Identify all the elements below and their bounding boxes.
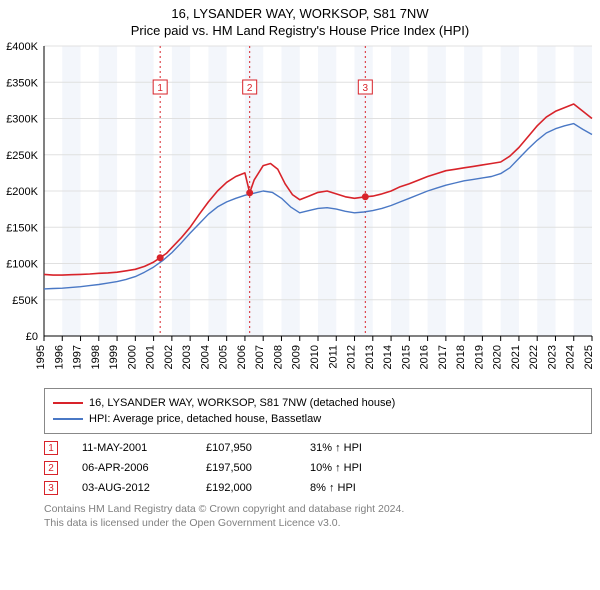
sales-date: 03-AUG-2012 <box>82 482 182 494</box>
sales-row: 1 11-MAY-2001 £107,950 31% ↑ HPI <box>44 438 592 458</box>
x-tick-label: 2021 <box>510 345 522 369</box>
x-tick-label: 1995 <box>35 345 47 369</box>
x-tick-label: 2007 <box>254 345 266 369</box>
sales-date: 06-APR-2006 <box>82 462 182 474</box>
plot-area: £0£50K£100K£150K£200K£250K£300K£350K£400… <box>44 42 592 382</box>
marker-label: 3 <box>363 83 369 94</box>
sales-marker: 1 <box>44 441 58 455</box>
chart-title: 16, LYSANDER WAY, WORKSOP, S81 7NW <box>0 6 600 21</box>
legend-swatch <box>53 418 83 420</box>
x-tick-label: 2014 <box>382 345 394 369</box>
marker-label: 2 <box>247 83 253 94</box>
y-tick-label: £0 <box>26 331 38 343</box>
x-tick-label: 2002 <box>163 345 175 369</box>
x-tick-label: 2025 <box>583 345 595 369</box>
x-tick-label: 1998 <box>90 345 102 369</box>
x-tick-label: 2008 <box>272 345 284 369</box>
sales-price: £197,500 <box>206 462 286 474</box>
x-tick-label: 2013 <box>364 345 376 369</box>
x-tick-label: 2012 <box>346 345 358 369</box>
y-tick-label: £300K <box>6 114 38 126</box>
x-tick-label: 2001 <box>145 345 157 369</box>
x-tick-label: 2005 <box>218 345 230 369</box>
sales-marker: 2 <box>44 461 58 475</box>
sales-row: 2 06-APR-2006 £197,500 10% ↑ HPI <box>44 458 592 478</box>
sales-price: £107,950 <box>206 442 286 454</box>
y-tick-label: £100K <box>6 259 38 271</box>
x-tick-label: 2022 <box>528 345 540 369</box>
x-tick-label: 2020 <box>492 345 504 369</box>
x-tick-label: 2016 <box>419 345 431 369</box>
x-tick-label: 2006 <box>236 345 248 369</box>
sales-row: 3 03-AUG-2012 £192,000 8% ↑ HPI <box>44 478 592 498</box>
marker-label: 1 <box>157 83 163 94</box>
x-tick-label: 2011 <box>327 345 339 369</box>
sales-marker: 3 <box>44 481 58 495</box>
legend-box: 16, LYSANDER WAY, WORKSOP, S81 7NW (deta… <box>44 388 592 434</box>
y-tick-label: £150K <box>6 222 38 234</box>
sales-delta: 8% ↑ HPI <box>310 482 400 494</box>
x-tick-label: 2003 <box>181 345 193 369</box>
x-tick-label: 2015 <box>400 345 412 369</box>
legend-row: 16, LYSANDER WAY, WORKSOP, S81 7NW (deta… <box>53 395 583 411</box>
x-tick-label: 2018 <box>455 345 467 369</box>
x-tick-label: 2010 <box>309 345 321 369</box>
y-tick-label: £50K <box>12 295 38 307</box>
y-tick-label: £200K <box>6 186 38 198</box>
x-tick-label: 2024 <box>565 345 577 369</box>
attribution: Contains HM Land Registry data © Crown c… <box>44 502 592 530</box>
sales-table: 1 11-MAY-2001 £107,950 31% ↑ HPI 2 06-APR-200… <box>44 438 592 498</box>
y-tick-label: £400K <box>6 41 38 53</box>
sales-delta: 31% ↑ HPI <box>310 442 400 454</box>
chart-titles: 16, LYSANDER WAY, WORKSOP, S81 7NW Price… <box>0 0 600 38</box>
legend-label: HPI: Average price, detached house, Bass… <box>89 411 321 427</box>
x-tick-label: 2000 <box>126 345 138 369</box>
y-tick-label: £250K <box>6 150 38 162</box>
attribution-line2: This data is licensed under the Open Gov… <box>44 516 592 530</box>
sales-date: 11-MAY-2001 <box>82 442 182 454</box>
x-tick-label: 1997 <box>72 345 84 369</box>
x-tick-label: 1996 <box>53 345 65 369</box>
chart-svg: £0£50K£100K£150K£200K£250K£300K£350K£400… <box>44 42 592 382</box>
legend-swatch <box>53 402 83 404</box>
legend-row: HPI: Average price, detached house, Bass… <box>53 411 583 427</box>
x-tick-label: 2004 <box>199 345 211 369</box>
sales-delta: 10% ↑ HPI <box>310 462 400 474</box>
x-tick-label: 2019 <box>473 345 485 369</box>
attribution-line1: Contains HM Land Registry data © Crown c… <box>44 502 592 516</box>
y-tick-label: £350K <box>6 77 38 89</box>
chart-subtitle: Price paid vs. HM Land Registry's House … <box>0 23 600 38</box>
x-tick-label: 2009 <box>291 345 303 369</box>
legend-label: 16, LYSANDER WAY, WORKSOP, S81 7NW (deta… <box>89 395 395 411</box>
sales-price: £192,000 <box>206 482 286 494</box>
x-tick-label: 2017 <box>437 345 449 369</box>
x-tick-label: 2023 <box>546 345 558 369</box>
x-tick-label: 1999 <box>108 345 120 369</box>
chart-container: 16, LYSANDER WAY, WORKSOP, S81 7NW Price… <box>0 0 600 530</box>
